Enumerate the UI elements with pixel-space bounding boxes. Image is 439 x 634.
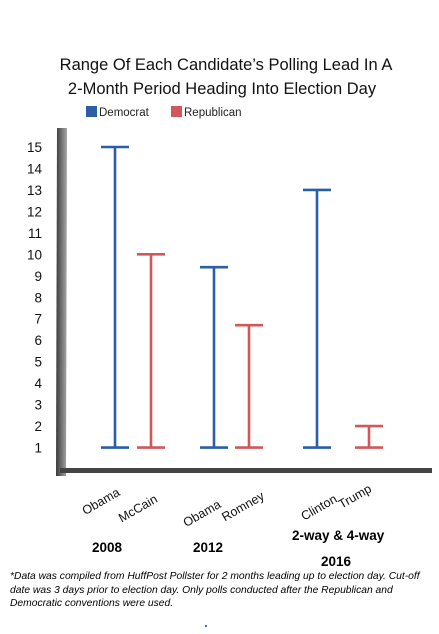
range-bars	[101, 145, 383, 449]
range-bar-clinton-2016	[303, 188, 331, 449]
y-tick-label: 13	[27, 183, 42, 198]
y-tick-label: 3	[34, 398, 42, 413]
candidate-label-obama-2012: Obama	[181, 497, 224, 530]
y-tick-label: 12	[27, 204, 42, 219]
y-tick-label: 10	[27, 247, 42, 262]
year-subtitle-2016: 2-way & 4-way	[292, 528, 385, 543]
legend-label-republican: Republican	[184, 107, 242, 119]
year-label-2012: 2012	[193, 540, 223, 555]
range-bar-mccain-2008	[137, 253, 165, 449]
x-axis	[60, 468, 432, 473]
y-tick-label: 9	[34, 269, 42, 284]
y-tick-label: 2	[34, 419, 42, 434]
candidate-label-trump-2016: Trump	[336, 482, 374, 512]
y-tick-label: 5	[34, 355, 42, 370]
legend-swatch-democrat	[86, 106, 97, 117]
y-tick-label: 7	[34, 312, 42, 327]
axes	[56, 128, 432, 476]
candidate-label-romney-2012: Romney	[219, 488, 267, 524]
legend: Democrat Republican	[86, 106, 242, 119]
range-bar-obama-2012	[200, 265, 228, 449]
candidate-label-mccain-2008: McCain	[116, 492, 160, 525]
y-tick-label: 6	[34, 333, 42, 348]
range-bar-romney-2012	[235, 323, 263, 449]
legend-label-democrat: Democrat	[99, 107, 150, 119]
year-label-2016: 2016	[321, 554, 352, 569]
year-labels: 2008 2012 2-way & 4-way 2016	[92, 528, 385, 569]
candidate-label-clinton-2016: Clinton	[299, 492, 340, 524]
range-bar-trump-2016	[355, 424, 383, 449]
y-tick-label: 1	[34, 441, 42, 456]
year-label-2008: 2008	[92, 540, 123, 555]
legend-swatch-republican	[171, 106, 182, 117]
y-tick-label: 8	[34, 290, 42, 305]
dot-marker	[204, 624, 208, 628]
footnote: *Data was compiled from HuffPost Pollste…	[10, 571, 420, 610]
chart-title-line-1: Range Of Each Candidate’s Polling Lead I…	[60, 56, 393, 74]
chart-title-line-2: 2-Month Period Heading Into Election Day	[68, 80, 377, 98]
y-axis	[56, 128, 67, 476]
y-tick-label: 15	[27, 140, 42, 155]
range-bar-obama-2008	[101, 145, 129, 449]
y-tick-label: 4	[34, 376, 42, 391]
y-tick-label: 11	[28, 226, 42, 241]
y-tick-label: 14	[27, 161, 43, 176]
